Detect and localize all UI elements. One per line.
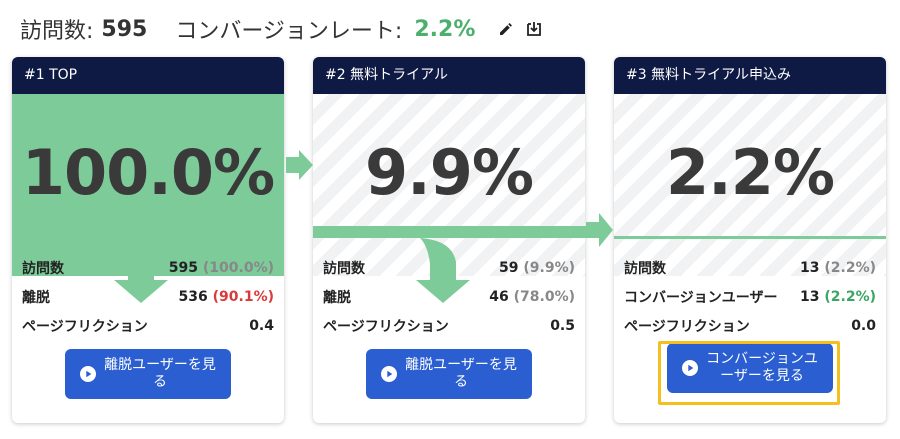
funnel-step-card-1: #1 TOP 100.0% 訪問数 595 (100.0%) 離脱 536 (9… — [12, 57, 284, 423]
visits-label: 訪問数: — [20, 19, 94, 44]
stat-label: 訪問数 — [22, 260, 64, 277]
stat-row-visits: 訪問数 595 (100.0%) — [22, 253, 274, 282]
stat-label: 訪問数 — [624, 260, 666, 277]
stat-value: 595 — [168, 259, 199, 276]
button-label: 離脱ユーザーを見る — [405, 357, 517, 390]
play-icon — [381, 366, 397, 382]
view-dropout-users-button[interactable]: 離脱ユーザーを見る — [65, 349, 231, 399]
stat-row-dropout: 離脱 46 (78.0%) — [323, 282, 575, 311]
stat-value: 13 — [800, 259, 820, 276]
button-label: 離脱ユーザーを見る — [104, 357, 216, 390]
step-chart: 2.2% — [614, 94, 886, 276]
continue-arrow-2-3 — [586, 222, 600, 238]
funnel-summary-header: 訪問数: 595 コンバージョンレート: 2.2% — [20, 12, 543, 46]
continue-arrow-1-2-head — [299, 150, 313, 180]
stat-percent: (90.1%) — [212, 288, 274, 305]
edit-icon[interactable] — [497, 20, 515, 38]
stat-label: ページフリクション — [323, 318, 449, 335]
view-conversion-users-button[interactable]: コンバージョンユーザーを見る — [667, 343, 833, 393]
conversion-rate-label: コンバージョンレート: — [175, 19, 403, 44]
stat-row-friction: ページフリクション 0.4 — [22, 311, 274, 340]
conversion-rate-value: 2.2% — [414, 16, 476, 42]
stat-value: 0.0 — [851, 317, 876, 334]
step-title: #2 無料トライアル — [313, 57, 585, 94]
stat-percent: (100.0%) — [202, 259, 274, 276]
stat-label: 離脱 — [323, 289, 351, 306]
stat-value: 46 — [489, 288, 509, 305]
step-stats: 訪問数 59 (9.9%) 離脱 46 (78.0%) ページフリクション 0.… — [323, 253, 575, 340]
view-dropout-users-button[interactable]: 離脱ユーザーを見る — [366, 349, 532, 399]
stat-row-dropout: 離脱 536 (90.1%) — [22, 282, 274, 311]
stat-label: 離脱 — [22, 289, 50, 306]
stat-row-visits: 訪問数 13 (2.2%) — [624, 253, 876, 282]
stat-percent: (2.2%) — [824, 259, 876, 276]
export-icon[interactable] — [525, 20, 543, 38]
continue-arrow-1-2 — [286, 157, 300, 173]
step-stats: 訪問数 595 (100.0%) 離脱 536 (90.1%) ページフリクショ… — [22, 253, 274, 340]
stat-row-conversion: コンバージョンユーザー 13 (2.2%) — [624, 282, 876, 311]
play-icon — [682, 360, 698, 376]
stat-value: 0.5 — [550, 317, 575, 334]
stat-row-visits: 訪問数 59 (9.9%) — [323, 253, 575, 282]
step-stats: 訪問数 13 (2.2%) コンバージョンユーザー 13 (2.2%) ページフ… — [624, 253, 876, 340]
step-percent: 100.0% — [21, 136, 275, 209]
stat-value: 536 — [178, 288, 208, 305]
step-percent: 9.9% — [365, 136, 534, 209]
continue-arrow-2-3-head — [599, 213, 613, 247]
step-title: #1 TOP — [12, 57, 284, 94]
stat-label: ページフリクション — [624, 318, 750, 335]
stat-label: ページフリクション — [22, 318, 148, 335]
step-chart: 100.0% — [12, 94, 284, 276]
play-icon — [80, 366, 96, 382]
step-title: #3 無料トライアル申込み — [614, 57, 886, 94]
stat-row-friction: ページフリクション 0.0 — [624, 311, 876, 340]
step-chart: 9.9% — [313, 94, 585, 276]
stat-label: コンバージョンユーザー — [624, 289, 778, 306]
funnel-step-card-2: #2 無料トライアル 9.9% 訪問数 59 (9.9%) 離脱 46 (78.… — [313, 57, 585, 423]
stat-value: 13 — [800, 288, 820, 305]
stat-label: 訪問数 — [323, 260, 365, 277]
stat-percent: (78.0%) — [513, 288, 575, 305]
button-label: コンバージョンユーザーを見る — [706, 351, 818, 384]
stat-value: 59 — [499, 259, 519, 276]
stat-value: 0.4 — [249, 317, 274, 334]
funnel-step-card-3: #3 無料トライアル申込み 2.2% 訪問数 13 (2.2%) コンバージョン… — [614, 57, 886, 423]
stat-percent: (9.9%) — [523, 259, 575, 276]
stat-row-friction: ページフリクション 0.5 — [323, 311, 575, 340]
step-percent: 2.2% — [666, 136, 835, 209]
visits-value: 595 — [101, 16, 148, 42]
stat-percent: (2.2%) — [824, 288, 876, 305]
highlight-frame — [658, 341, 840, 405]
